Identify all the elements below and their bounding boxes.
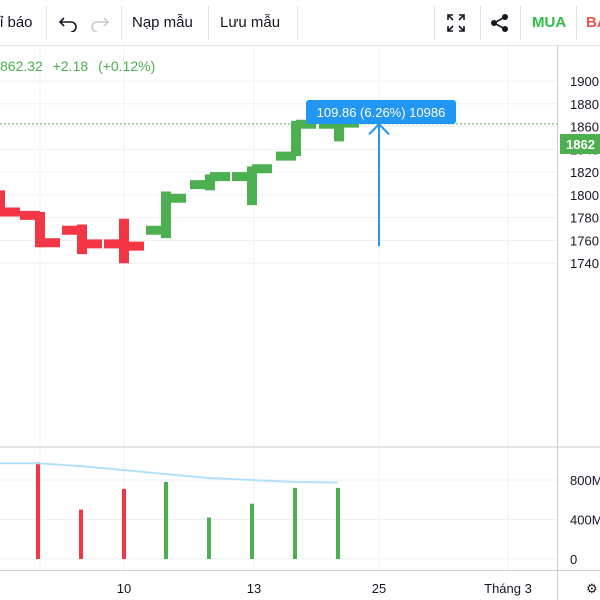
undo-icon[interactable] <box>56 0 80 45</box>
legend-change: +2.18 <box>52 58 89 74</box>
volume-bar <box>207 517 211 559</box>
toolbar-divider <box>434 6 435 40</box>
sell-button[interactable]: BÁ <box>586 0 600 45</box>
price-tick-label: 1860 <box>570 120 599 135</box>
price-tick-label: 1880 <box>570 97 599 112</box>
toolbar-divider <box>297 6 298 40</box>
volume-ma-line <box>0 462 339 484</box>
legend-change-pct: (+0.12%) <box>98 58 156 74</box>
price-chart[interactable]: 1740176017801800182018401860188019000400… <box>0 46 600 600</box>
time-tick-label: Tháng 3 <box>484 581 532 596</box>
buy-label: MUA <box>532 14 567 31</box>
volume-bar <box>79 509 83 559</box>
current-price-text: 1862 <box>566 136 595 152</box>
sell-label: BÁ <box>586 14 600 31</box>
settings-icon: ⚙ <box>586 581 598 596</box>
time-tick-label: 13 <box>247 581 261 596</box>
toolbar-divider <box>480 6 481 40</box>
volume-tick-label: 800M <box>570 473 600 488</box>
volume-bar <box>293 487 297 559</box>
load-template-label: Nạp mẫu <box>132 14 193 31</box>
toolbar-divider <box>121 6 122 40</box>
save-template-button[interactable]: Lưu mẫu <box>220 0 280 45</box>
toolbar-divider <box>576 6 577 40</box>
volume-bar <box>122 488 126 559</box>
price-tick-label: 1820 <box>570 165 599 180</box>
measure-arrow-head <box>368 122 390 135</box>
redo-icon[interactable] <box>88 0 112 45</box>
volume-tick-label: 400M <box>570 513 600 528</box>
save-template-label: Lưu mẫu <box>220 14 281 31</box>
volume-bar <box>336 487 340 559</box>
price-tick-label: 1760 <box>570 233 599 248</box>
top-toolbar: ỉ báo Nạp mẫu Lưu mẫu MUA BÁ <box>0 0 600 46</box>
price-tick-label: 1740 <box>570 256 599 271</box>
price-tick-label: 1780 <box>570 211 599 226</box>
price-tick-label: 1800 <box>570 188 599 203</box>
buy-button[interactable]: MUA <box>532 0 566 45</box>
toolbar-divider <box>208 6 209 40</box>
legend-last: 862.32 <box>0 58 43 74</box>
price-tick-label: 1900 <box>570 74 599 89</box>
load-template-button[interactable]: Nạp mẫu <box>132 0 193 45</box>
share-icon[interactable] <box>486 0 514 45</box>
measure-tooltip: 109.86 (6.26%) 10986 <box>306 100 456 124</box>
volume-bar <box>164 481 168 559</box>
current-price-label: 1862 <box>560 134 600 154</box>
price-legend: 862.32 +2.18 (+0.12%) <box>0 58 161 74</box>
volume-bar <box>250 503 254 559</box>
time-tick-label: 10 <box>117 581 131 596</box>
toolbar-divider <box>46 6 47 40</box>
volume-tick-label: 0 <box>570 552 577 567</box>
measure-tooltip-text: 109.86 (6.26%) 10986 <box>316 104 446 120</box>
fullscreen-icon[interactable] <box>442 0 470 45</box>
alerts-label: ỉ báo <box>0 14 33 31</box>
volume-bar <box>36 462 40 559</box>
time-tick-label: 25 <box>372 581 386 596</box>
toolbar-divider <box>520 6 521 40</box>
alerts-menu[interactable]: ỉ báo <box>0 0 33 45</box>
